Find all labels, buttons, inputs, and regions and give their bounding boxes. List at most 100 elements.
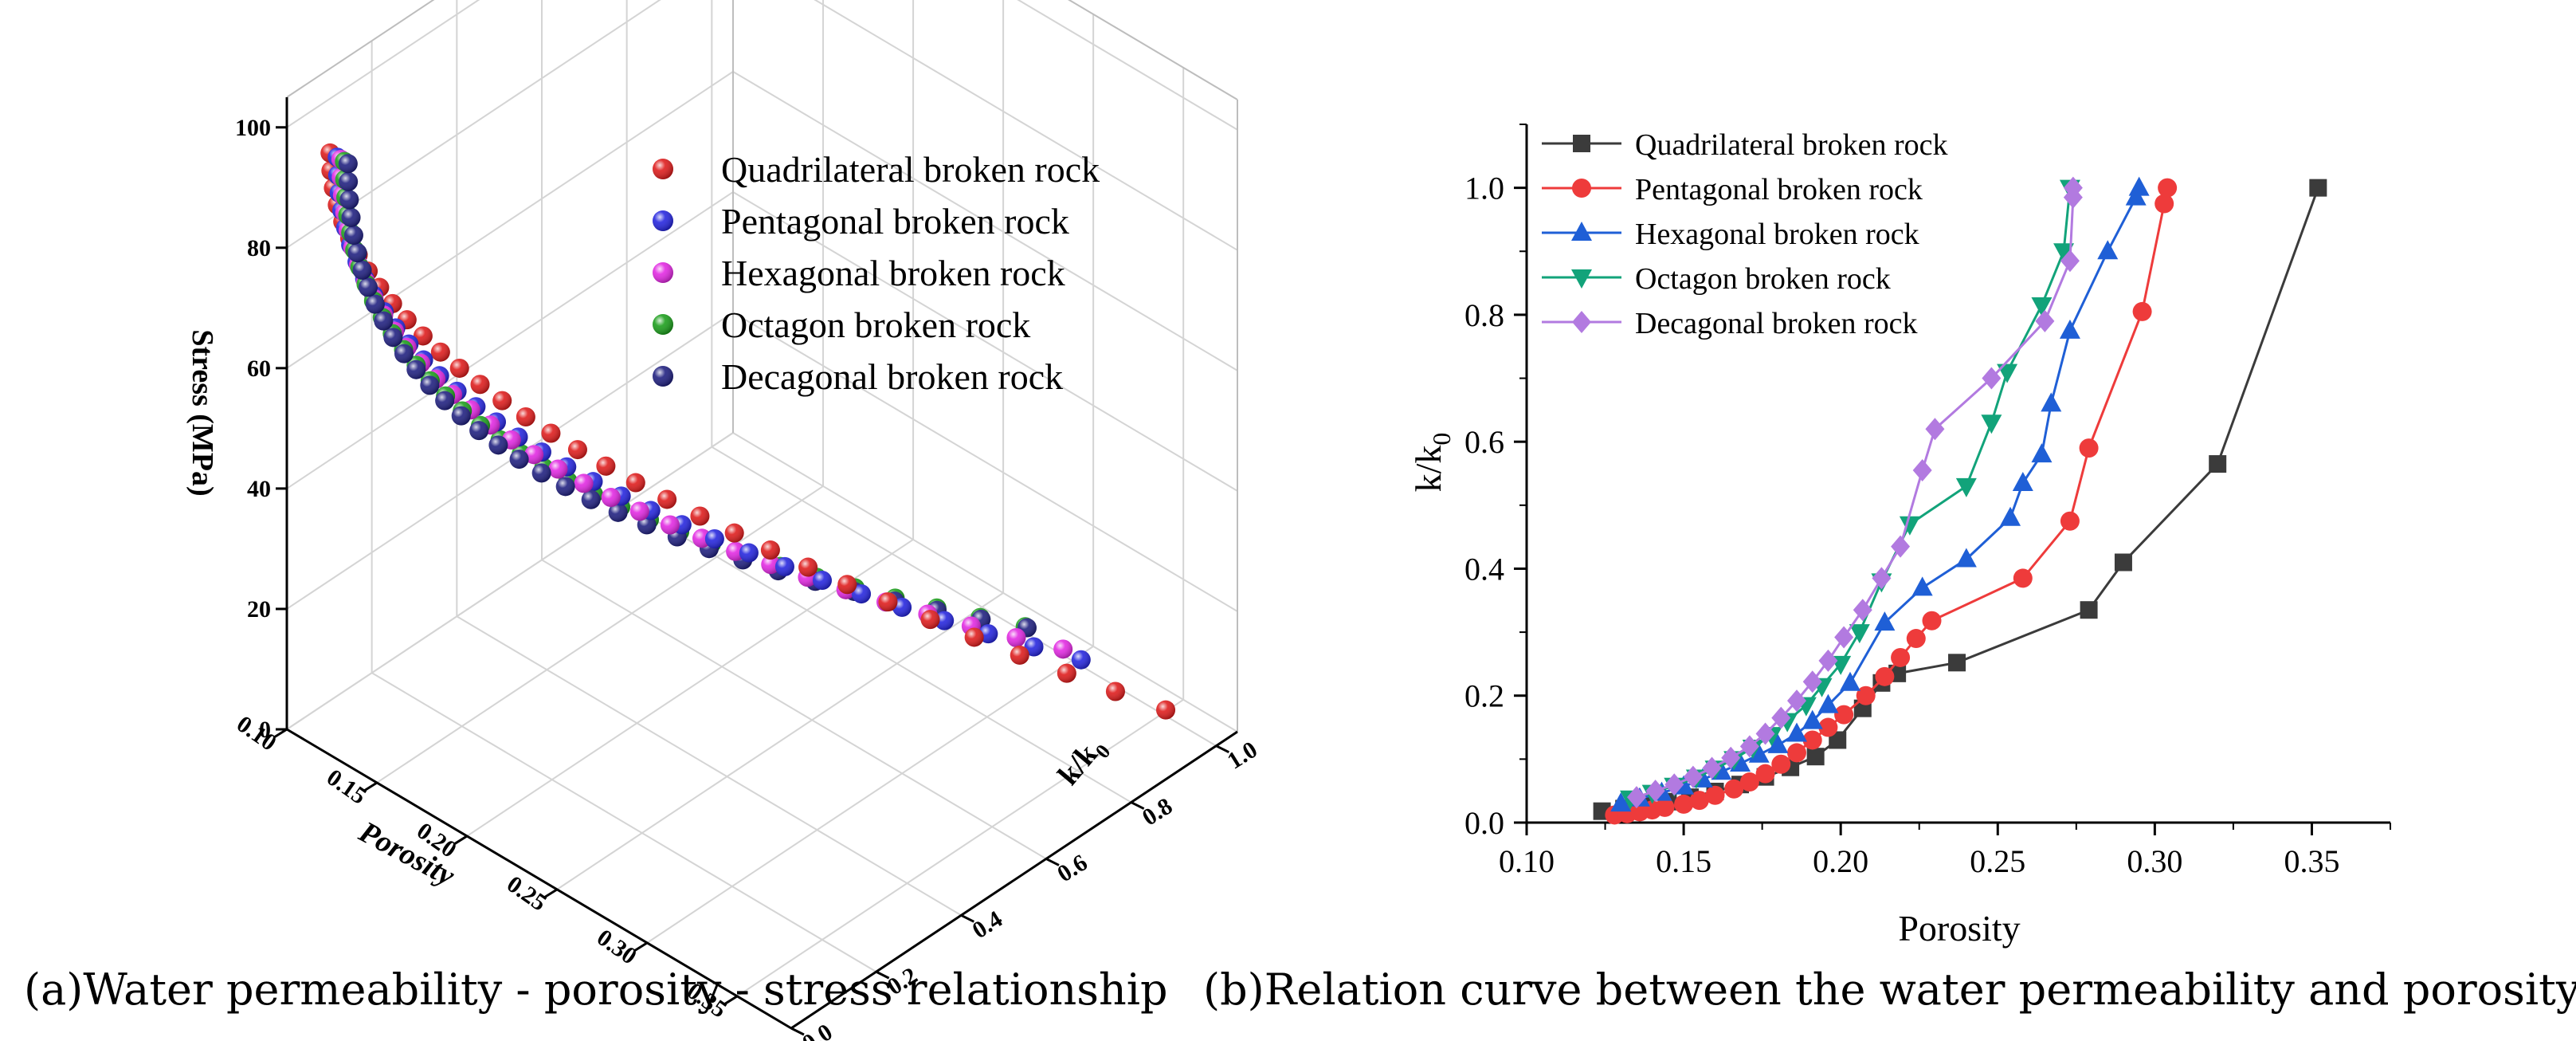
point-shade (555, 477, 575, 497)
side-wall-grid-line (732, 312, 1238, 612)
point-shade (837, 575, 857, 595)
legend-label: Quadrilateral broken rock (1635, 128, 1948, 162)
z-tick-label: 0 (259, 717, 271, 743)
point-shade (548, 459, 568, 479)
x-tick (363, 781, 378, 792)
data-point-decagonal (343, 226, 363, 246)
data-point-decagonal (358, 277, 378, 297)
data-point-quadrilateral (2309, 179, 2327, 197)
point-shade (338, 154, 358, 174)
data-point-pentagonal (2013, 568, 2033, 588)
data-point-quadrilateral (2209, 455, 2227, 473)
data-point-decagonal (555, 477, 575, 497)
point-shade (358, 277, 378, 297)
data-point-pentagonal (1856, 685, 1876, 705)
data-point-decagonal (451, 406, 471, 426)
z-tick-label: 60 (247, 356, 271, 382)
floor-grid-line (646, 646, 1094, 944)
x-tick (543, 888, 558, 899)
point-shade (1057, 663, 1076, 683)
side-wall-grid-line (732, 432, 1238, 733)
y-tick-label: 1.0 (1464, 171, 1504, 206)
data-point-hexagonal (2031, 443, 2053, 463)
legend-label: Octagon broken rock (721, 304, 1030, 345)
data-point-hexagonal (1874, 611, 1896, 631)
y-tick-label: 0.0 (1464, 805, 1504, 841)
data-point-decagonal (339, 190, 359, 210)
data-point-decagonal (1853, 599, 1872, 622)
floor-grid-line (541, 559, 1047, 860)
data-point-hexagonal (761, 555, 781, 575)
data-point-quadrilateral (470, 375, 490, 395)
data-point-octagon (1981, 414, 2002, 434)
data-point-decagonal (608, 502, 628, 522)
legend-marker-shade (653, 210, 673, 231)
data-point-pentagonal (1739, 772, 1759, 792)
point-shade (878, 592, 898, 612)
point-shade (1010, 645, 1029, 665)
panel-3d-scatter: 0204060801000.100.150.200.250.300.350.00… (186, 0, 1262, 1041)
data-point-pentagonal (935, 611, 955, 630)
side-wall-grid-line (732, 191, 1238, 492)
data-point-pentagonal (1786, 743, 1806, 763)
point-shade (704, 529, 724, 549)
data-point-hexagonal (1006, 627, 1026, 647)
data-point-hexagonal (660, 515, 680, 535)
legend-marker-shade (653, 262, 673, 283)
data-point-decagonal (1802, 670, 1822, 693)
data-point-pentagonal (1689, 791, 1709, 811)
point-shade (1105, 682, 1125, 701)
data-point-hexagonal (2128, 176, 2150, 196)
data-point-decagonal (1912, 459, 1932, 482)
data-point-decagonal (1818, 649, 1838, 672)
data-point-quadrilateral (837, 575, 857, 595)
point-shade (761, 555, 781, 575)
data-point-decagonal (1982, 367, 2002, 390)
data-point-decagonal (347, 243, 367, 263)
point-shade (339, 171, 359, 191)
data-point-octagon (2031, 297, 2053, 316)
legend-label: Octagon broken rock (1635, 262, 1891, 296)
z-tick-label: 80 (247, 235, 271, 261)
data-point-pentagonal (1771, 754, 1791, 774)
2d-series-lines (1593, 176, 2327, 825)
data-point-quadrilateral (1010, 645, 1029, 665)
data-point-quadrilateral (430, 342, 450, 362)
legend-marker-shade (653, 159, 673, 179)
y-tick (1045, 858, 1060, 866)
point-shade (798, 557, 818, 577)
point-shade (524, 445, 544, 465)
data-point-hexagonal (1817, 693, 1839, 713)
point-shade (343, 226, 363, 246)
data-point-decagonal (338, 154, 358, 174)
point-shade (430, 342, 450, 362)
point-shade (365, 294, 385, 314)
legend-marker-shade (653, 314, 673, 335)
legend-marker-shade (653, 366, 673, 387)
legend-item: Hexagonal broken rock (1542, 218, 1919, 251)
point-shade (435, 391, 455, 411)
data-point-pentagonal (2132, 301, 2152, 321)
point-shade (339, 190, 359, 210)
point-shade (739, 543, 759, 563)
data-point-pentagonal (1875, 666, 1895, 686)
back-wall-grid-line (286, 191, 734, 489)
data-point-pentagonal (1755, 764, 1775, 784)
point-shade (660, 515, 680, 535)
legend-label: Decagonal broken rock (721, 356, 1063, 397)
x-tick-label: 0.10 (232, 711, 281, 756)
floor-grid-line (376, 485, 824, 784)
data-point-pentagonal (852, 584, 872, 604)
panel-2d-line: 0.10 0.15 0.20 0.25 0.30 0.35 0.0 0.2 0.4 0.6 0.8 1… (1408, 124, 2391, 949)
y-tick (960, 913, 975, 923)
data-point-quadrilateral (567, 440, 587, 460)
legend-item: Hexagonal broken rock (653, 253, 1065, 293)
data-point-quadrilateral (492, 391, 512, 411)
data-point-hexagonal (1911, 576, 1933, 596)
legend-item: Decagonal broken rock (653, 356, 1063, 397)
legend-marker (1571, 222, 1592, 241)
data-point-quadrilateral (449, 358, 469, 378)
point-shade (492, 391, 512, 411)
series-pentagonal (1605, 178, 2178, 825)
